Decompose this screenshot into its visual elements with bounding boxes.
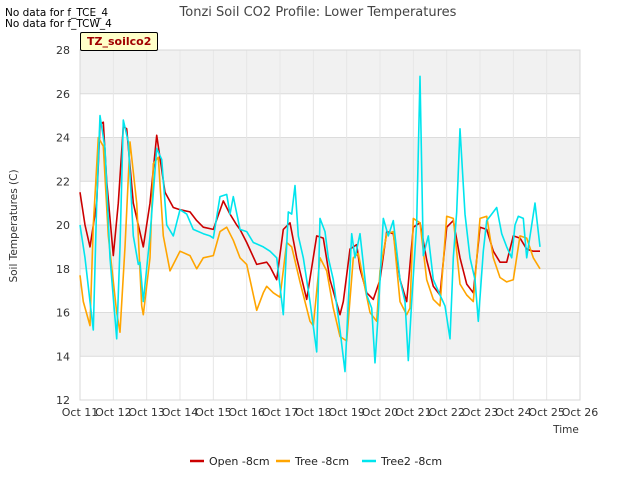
plot-bands xyxy=(80,50,580,357)
y-tick-label: 28 xyxy=(56,44,70,57)
series-line-3 xyxy=(79,75,541,373)
x-tick-label: Oct 21 xyxy=(395,406,432,419)
x-tick-label: Oct 20 xyxy=(362,406,399,419)
x-tick-label: Oct 14 xyxy=(162,406,199,419)
x-tick-label: Oct 15 xyxy=(195,406,232,419)
y-tick-label: 24 xyxy=(56,132,70,145)
x-tick-label: Oct 25 xyxy=(528,406,565,419)
chart-title: Tonzi Soil CO2 Profile: Lower Temperatur… xyxy=(179,5,457,20)
y-tick-label: 26 xyxy=(56,88,70,101)
x-tick-label: Oct 16 xyxy=(228,406,265,419)
y-tick-label: 18 xyxy=(56,263,70,276)
y-axis-label: Soil Temperatures (C) xyxy=(8,169,20,282)
x-tick-label: Oct 12 xyxy=(95,406,132,419)
x-tick-label: Oct 24 xyxy=(495,406,532,419)
site-badge: TZ_soilco2 xyxy=(80,32,159,51)
x-tick-label: Oct 11 xyxy=(62,406,99,419)
legend: Open -8cm Tree -8cm Tree2 -8cm xyxy=(190,455,442,468)
y-tick-label: 20 xyxy=(56,219,70,232)
legend-label: Tree -8cm xyxy=(294,455,349,468)
x-tick-label: Oct 26 xyxy=(562,406,599,419)
series-group xyxy=(79,75,541,373)
x-tick-label: Oct 13 xyxy=(128,406,165,419)
x-tick-label: Oct 19 xyxy=(328,406,365,419)
y-tick-label: 16 xyxy=(56,307,70,320)
legend-label: Open -8cm xyxy=(209,455,270,468)
x-tick-label: Oct 17 xyxy=(262,406,299,419)
plot-band xyxy=(80,312,580,357)
no-data-notice-tce: No data for f_TCE_4 xyxy=(5,7,109,19)
x-tick-label: Oct 22 xyxy=(428,406,465,419)
y-tick-label: 22 xyxy=(56,175,70,188)
y-tick-label: 12 xyxy=(56,394,70,407)
legend-label: Tree2 -8cm xyxy=(380,455,442,468)
plot-band xyxy=(80,50,580,94)
x-axis-label: Time xyxy=(552,424,579,436)
no-data-notice-tcw: No data for f_TCW_4 xyxy=(5,18,112,30)
x-tick-label: Oct 23 xyxy=(462,406,499,419)
y-tick-labels: 12 14 16 18 20 22 24 26 28 xyxy=(56,44,70,407)
x-tick-label: Oct 18 xyxy=(295,406,332,419)
series-line-2 xyxy=(79,136,541,342)
y-tick-label: 14 xyxy=(56,350,70,363)
